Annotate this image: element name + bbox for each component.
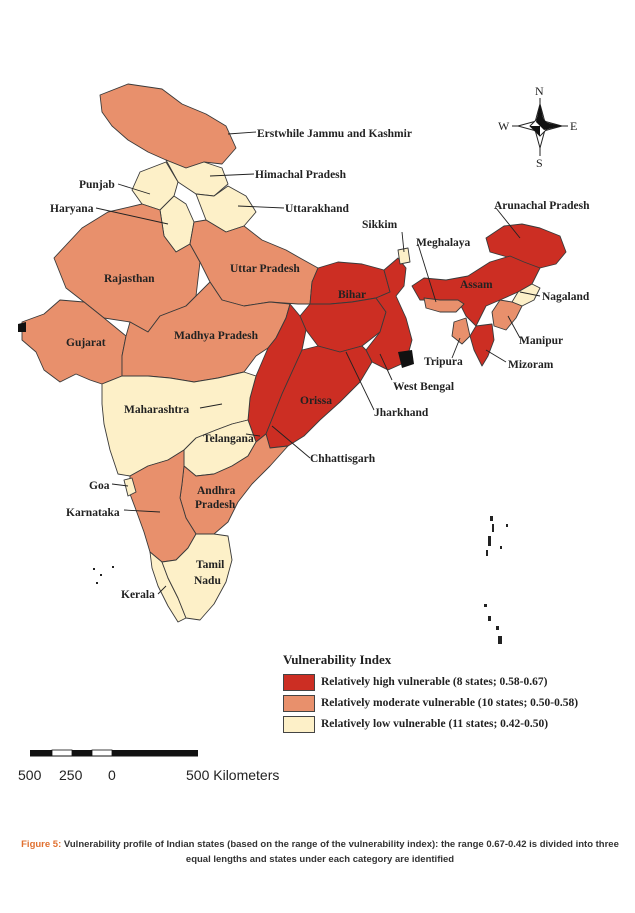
label-sikkim: Sikkim [362, 219, 398, 231]
label-rajasthan: Rajasthan [104, 273, 155, 285]
label-karnataka: Karnataka [66, 507, 120, 519]
label-kerala: Kerala [121, 589, 155, 601]
state-jammu-kashmir [99, 83, 237, 169]
legend-label-moderate: Relatively moderate vulnerable (10 state… [321, 697, 579, 709]
map-legend: Vulnerability Index Relatively high vuln… [283, 652, 578, 736]
label-nagaland: Nagaland [542, 291, 590, 303]
scale-tick-500-km: 500 Kilometers [186, 767, 280, 783]
legend-title: Vulnerability Index [283, 652, 392, 667]
caption-text: Vulnerability profile of Indian states (… [63, 839, 619, 865]
label-tamil: Tamil [196, 559, 224, 571]
state-manipur [491, 299, 523, 331]
legend-label-low: Relatively low vulnerable (11 states; 0.… [321, 718, 549, 730]
label-uttar-pradesh: Uttar Pradesh [230, 263, 300, 275]
state-tamil-nadu [161, 533, 233, 621]
state-west-bengal [365, 257, 413, 371]
state-labels: Erstwhile Jammu and Kashmir Himachal Pra… [50, 128, 590, 601]
label-andhra: Andhra [197, 485, 236, 497]
label-tripura: Tripura [424, 356, 463, 368]
state-meghalaya [423, 297, 465, 313]
label-manipur: Manipur [519, 335, 563, 347]
label-mizoram: Mizoram [508, 359, 554, 371]
state-goa [123, 477, 137, 497]
andaman-nicobar-islands [484, 516, 508, 644]
label-himachal-pradesh: Himachal Pradesh [255, 169, 347, 181]
label-punjab: Punjab [79, 179, 115, 191]
label-west-bengal: West Bengal [393, 381, 454, 393]
legend-swatch-moderate [283, 694, 315, 712]
state-mizoram [469, 323, 495, 367]
label-madhya-pradesh: Madhya Pradesh [174, 330, 259, 342]
state-arunachal-pradesh [485, 223, 567, 269]
figure-caption: Figure 5: Vulnerability profile of India… [20, 837, 620, 867]
legend-item-moderate: Relatively moderate vulnerable (10 state… [283, 694, 578, 712]
label-meghalaya: Meghalaya [416, 237, 471, 249]
sundarbans-coast [398, 350, 414, 368]
label-gujarat: Gujarat [66, 337, 106, 349]
lakshadweep-islands [93, 566, 114, 584]
scale-tick-500-left: 500 [18, 767, 42, 783]
label-orissa: Orissa [300, 395, 332, 407]
label-haryana: Haryana [50, 203, 94, 215]
scale-bar [30, 749, 198, 757]
label-chhattisgarh: Chhattisgarh [310, 453, 376, 465]
leader-lines [95, 131, 541, 595]
label-goa: Goa [89, 480, 110, 492]
label-assam: Assam [460, 279, 493, 291]
legend-swatch-low [283, 715, 315, 733]
legend-item-high: Relatively high vulnerable (8 states; 0.… [283, 673, 578, 691]
state-tripura [451, 317, 471, 345]
compass-n: N [535, 84, 544, 98]
state-orissa [265, 345, 373, 449]
legend-swatch-high [283, 673, 315, 691]
compass-rose: N S E W [498, 84, 577, 170]
legend-item-low: Relatively low vulnerable (11 states; 0.… [283, 715, 578, 733]
label-jharkhand: Jharkhand [374, 407, 429, 419]
label-arunachal-pradesh: Arunachal Pradesh [494, 200, 590, 212]
compass-s: S [536, 156, 543, 170]
label-pradesh: Pradesh [195, 499, 236, 511]
label-nadu: Nadu [194, 575, 221, 587]
scale-tick-250: 250 [59, 767, 83, 783]
scale-tick-0: 0 [108, 767, 116, 783]
caption-figure-label: Figure 5: [21, 839, 62, 850]
label-maharashtra: Maharashtra [124, 404, 189, 416]
compass-w: W [498, 119, 510, 133]
label-jammu-kashmir: Erstwhile Jammu and Kashmir [257, 128, 412, 140]
gujarat-coast-mark [18, 322, 26, 332]
state-himachal-pradesh [165, 159, 229, 197]
label-uttarakhand: Uttarakhand [285, 203, 350, 215]
compass-e: E [570, 119, 577, 133]
label-telangana: Telangana [203, 433, 254, 445]
state-sikkim [397, 247, 411, 265]
legend-label-high: Relatively high vulnerable (8 states; 0.… [321, 676, 548, 688]
label-bihar: Bihar [338, 289, 366, 301]
